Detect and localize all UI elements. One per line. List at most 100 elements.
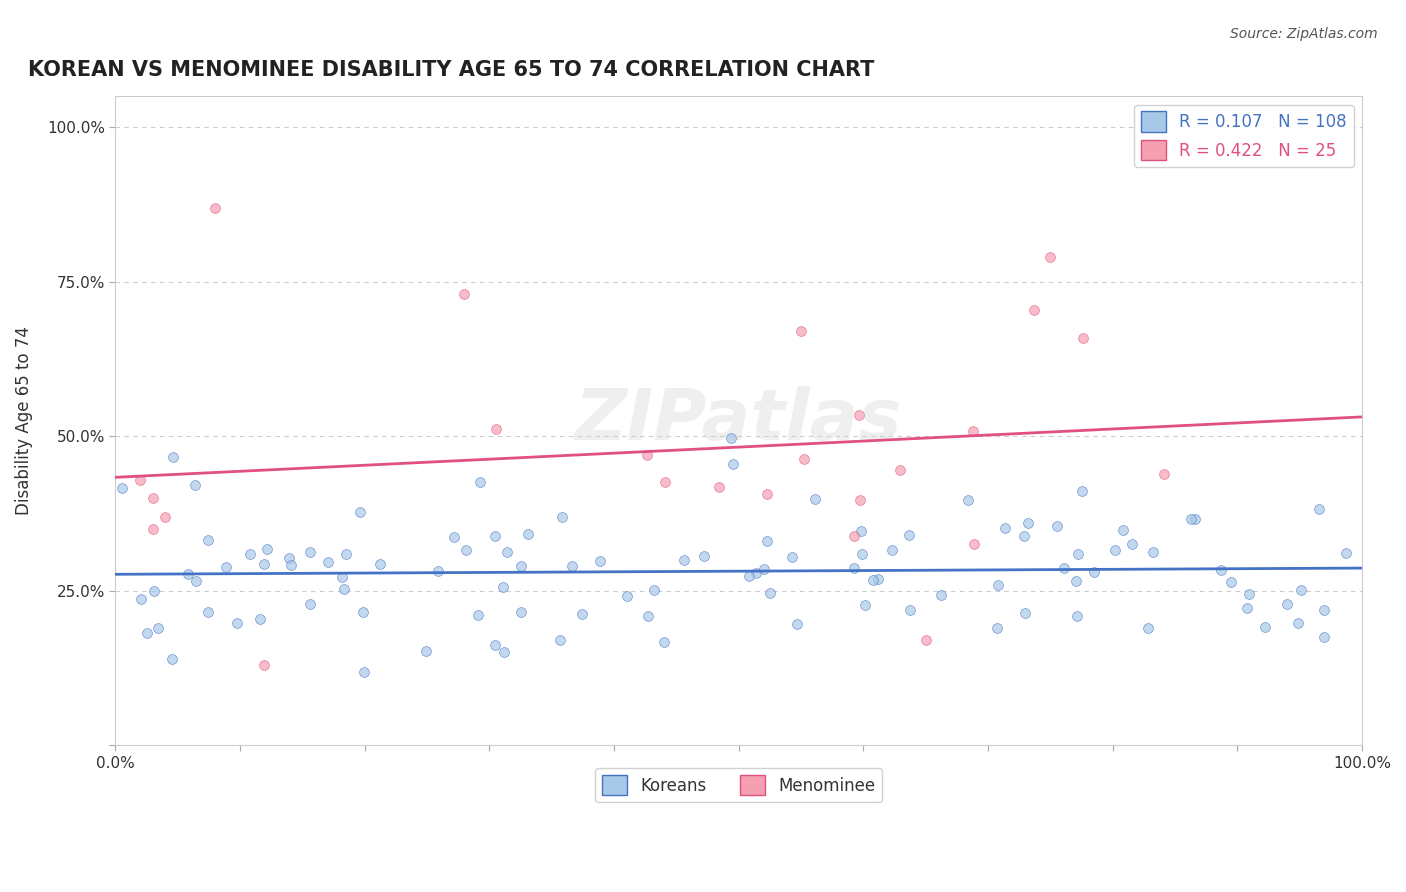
Point — [962, 425, 984, 439]
Point — [804, 492, 827, 507]
Point — [197, 533, 219, 547]
Point — [162, 450, 184, 465]
Point — [1219, 575, 1241, 590]
Point — [443, 530, 465, 544]
Point — [1142, 545, 1164, 559]
Point — [1024, 303, 1046, 318]
Point — [1313, 603, 1336, 617]
Point — [352, 605, 374, 619]
Point — [111, 481, 134, 495]
Point — [153, 509, 176, 524]
Point — [889, 462, 911, 476]
Point — [335, 547, 357, 561]
Point — [142, 491, 165, 505]
Point — [897, 528, 920, 542]
Point — [516, 527, 538, 541]
Point — [851, 548, 873, 562]
Point — [786, 617, 808, 632]
Point — [298, 597, 321, 611]
Point — [1121, 537, 1143, 551]
Point — [1253, 619, 1275, 633]
Point — [136, 625, 159, 640]
Point — [721, 457, 744, 471]
Point — [129, 473, 152, 487]
Point — [790, 324, 813, 338]
Point — [898, 603, 921, 617]
Text: ZIPatlas: ZIPatlas — [575, 386, 903, 455]
Text: KOREAN VS MENOMINEE DISABILITY AGE 65 TO 74 CORRELATION CHART: KOREAN VS MENOMINEE DISABILITY AGE 65 TO… — [28, 60, 875, 79]
Point — [780, 549, 803, 564]
Point — [987, 578, 1010, 592]
Point — [709, 480, 731, 494]
Point — [468, 475, 491, 490]
Point — [492, 580, 515, 594]
Point — [148, 621, 170, 635]
Point — [253, 558, 276, 572]
Point — [756, 486, 779, 500]
Point — [637, 608, 659, 623]
Point — [738, 568, 761, 582]
Point — [1014, 606, 1036, 620]
Point — [1053, 560, 1076, 574]
Point — [353, 665, 375, 679]
Point — [280, 558, 302, 573]
Point — [1275, 597, 1298, 611]
Point — [571, 607, 593, 622]
Point — [1070, 484, 1092, 499]
Point — [160, 652, 183, 666]
Point — [652, 635, 675, 649]
Point — [551, 510, 574, 524]
Point — [239, 548, 262, 562]
Point — [993, 521, 1015, 535]
Point — [693, 549, 716, 563]
Point — [1313, 631, 1336, 645]
Point — [1012, 529, 1035, 543]
Point — [842, 528, 865, 542]
Point — [1184, 512, 1206, 526]
Point — [848, 493, 870, 508]
Point — [1071, 331, 1094, 345]
Point — [415, 644, 437, 658]
Point — [496, 545, 519, 559]
Point — [561, 558, 583, 573]
Point — [756, 533, 779, 548]
Point — [249, 612, 271, 626]
Text: Source: ZipAtlas.com: Source: ZipAtlas.com — [1230, 27, 1378, 41]
Point — [316, 556, 339, 570]
Point — [1236, 600, 1258, 615]
Point — [745, 566, 768, 581]
Point — [1334, 546, 1357, 560]
Point — [330, 570, 353, 584]
Point — [1104, 543, 1126, 558]
Point — [868, 572, 890, 586]
Point — [484, 529, 506, 543]
Point — [197, 606, 219, 620]
Point — [177, 567, 200, 582]
Point — [333, 582, 356, 596]
Point — [453, 287, 475, 301]
Point — [672, 553, 695, 567]
Point — [129, 592, 152, 607]
Point — [298, 545, 321, 559]
Point — [186, 574, 208, 588]
Point — [842, 561, 865, 575]
Point — [1066, 574, 1088, 589]
Point — [1137, 621, 1160, 635]
Point — [1289, 583, 1312, 598]
Point — [589, 554, 612, 568]
Point — [454, 542, 477, 557]
Point — [752, 561, 775, 575]
Point — [849, 524, 872, 538]
Point — [485, 422, 508, 436]
Point — [1180, 512, 1202, 526]
Point — [882, 543, 904, 558]
Point — [1237, 587, 1260, 601]
Point — [643, 583, 665, 598]
Point — [1046, 519, 1069, 533]
Point — [256, 542, 278, 557]
Point — [914, 633, 936, 648]
Point — [253, 657, 276, 672]
Legend: Koreans, Menominee: Koreans, Menominee — [595, 768, 882, 802]
Point — [1153, 467, 1175, 482]
Point — [143, 583, 166, 598]
